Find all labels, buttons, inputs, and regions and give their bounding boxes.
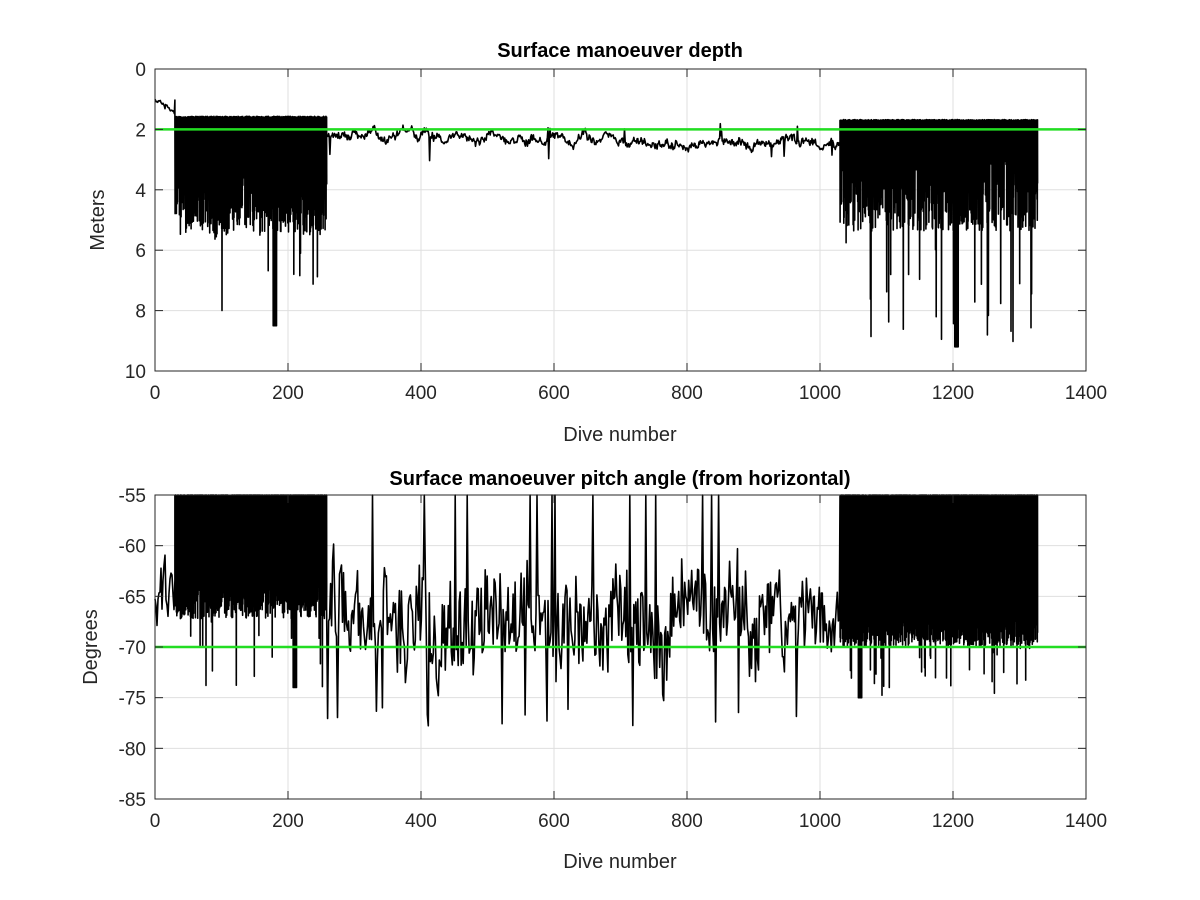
x-tick-label: 1200 bbox=[932, 811, 974, 832]
pitch-chart-title: Surface manoeuver pitch angle (from hori… bbox=[389, 468, 850, 490]
depth-axes-box bbox=[154, 68, 1087, 372]
depth-panel: Surface manoeuver depth 0 200 400 600 800 100… bbox=[87, 40, 1107, 446]
x-tick-label: 800 bbox=[671, 383, 703, 404]
y-tick-label: -80 bbox=[119, 739, 146, 760]
x-tick-label: 1000 bbox=[799, 383, 841, 404]
series-line bbox=[154, 98, 1039, 348]
y-tick-label: -55 bbox=[119, 486, 146, 507]
y-tick-label: -70 bbox=[119, 638, 146, 659]
depth-ticks: 0 200 400 600 800 1000 1200 1400 0 2 4 6 8 10 bbox=[125, 60, 1107, 404]
x-tick-label: 400 bbox=[405, 811, 437, 832]
pitch-ticks: 0 200 400 600 800 1000 1200 1400 -55 -60 -65 -70 -75… bbox=[119, 486, 1108, 832]
x-tick-label: 0 bbox=[150, 383, 161, 404]
x-tick-label: 400 bbox=[405, 383, 437, 404]
x-tick-label: 1200 bbox=[932, 383, 974, 404]
x-tick-label: 200 bbox=[272, 383, 304, 404]
x-tick-label: 0 bbox=[150, 811, 161, 832]
y-tick-label: -65 bbox=[119, 587, 146, 608]
y-tick-label: 6 bbox=[135, 241, 146, 262]
depth-x-axis-label: Dive number bbox=[563, 424, 677, 446]
series-line bbox=[154, 494, 1039, 727]
y-tick-label: 8 bbox=[135, 302, 146, 323]
x-tick-label: 200 bbox=[272, 811, 304, 832]
y-tick-label: 4 bbox=[135, 181, 146, 202]
y-tick-label: -60 bbox=[119, 537, 146, 558]
x-tick-label: 1000 bbox=[799, 811, 841, 832]
x-tick-label: 600 bbox=[538, 383, 570, 404]
y-tick-label: -85 bbox=[119, 790, 146, 811]
depth-series bbox=[154, 98, 1039, 348]
x-tick-label: 1400 bbox=[1065, 383, 1107, 404]
pitch-series bbox=[154, 494, 1039, 727]
y-tick-label: -75 bbox=[119, 689, 146, 710]
x-tick-label: 600 bbox=[538, 811, 570, 832]
y-tick-label: 2 bbox=[135, 120, 146, 141]
pitch-y-axis-label: Degrees bbox=[80, 609, 102, 685]
y-tick-label: 10 bbox=[125, 362, 146, 383]
x-tick-label: 800 bbox=[671, 811, 703, 832]
y-tick-label: 0 bbox=[135, 60, 146, 81]
x-tick-label: 1400 bbox=[1065, 811, 1107, 832]
pitch-panel: Surface manoeuver pitch angle (from hori… bbox=[80, 468, 1107, 873]
depth-chart-title: Surface manoeuver depth bbox=[497, 40, 743, 62]
pitch-x-axis-label: Dive number bbox=[563, 851, 677, 873]
depth-y-axis-label: Meters bbox=[87, 189, 109, 250]
